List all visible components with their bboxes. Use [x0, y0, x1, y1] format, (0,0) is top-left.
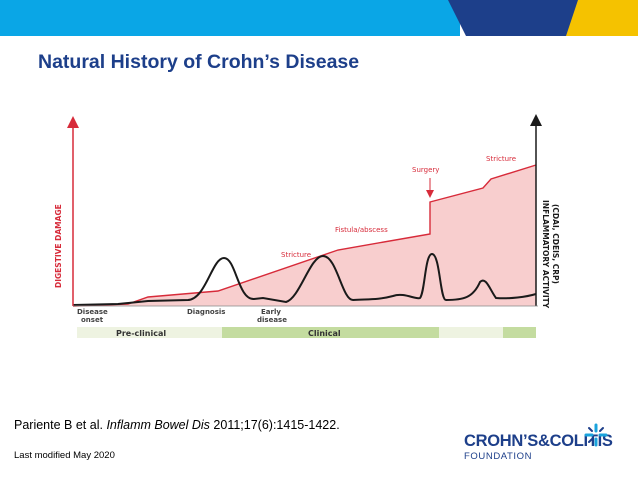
left-axis-label: DIGESTIVE DAMAGE: [54, 204, 63, 288]
foundation-logo: CROHN’S&COLITIS FOUNDATION: [464, 422, 614, 468]
banner-navy-band: [448, 0, 580, 36]
logo-wordmark: CROHN’S&COLITIS: [464, 432, 613, 450]
phase-label-clinical: Clinical: [308, 329, 341, 338]
phase-label-preclinical: Pre-clinical: [116, 329, 166, 338]
timeline-early-disease-2: disease: [257, 316, 287, 324]
citation-journal: Inflamm Bowel Dis: [106, 418, 210, 432]
logo-subtitle: FOUNDATION: [464, 451, 533, 462]
timeline-disease-onset-2: onset: [81, 316, 104, 324]
snowflake-cross-icon: [584, 423, 608, 447]
right-axis-label-2: (CDAI, CDEIS, CRP): [551, 204, 560, 284]
citation-author: Pariente B et al.: [14, 418, 103, 432]
phase-bar-gap: [439, 327, 503, 338]
natural-history-diagram: DIGESTIVE DAMAGE INFLAMMATORY ACTIVITY (…: [54, 114, 560, 338]
phase-bar-end: [503, 327, 536, 338]
timeline-early-disease-1: Early: [261, 308, 281, 316]
banner-blue-band: [0, 0, 460, 36]
event-stricture-top: Stricture: [486, 155, 516, 163]
digestive-damage-line: [72, 164, 537, 307]
event-surgery: Surgery: [412, 166, 439, 174]
timeline-diagnosis: Diagnosis: [187, 308, 225, 316]
timeline-disease-onset-1: Disease: [77, 308, 108, 316]
top-banner: [0, 0, 638, 36]
event-stricture-mid: Stricture: [281, 251, 311, 259]
last-modified: Last modified May 2020: [14, 450, 115, 461]
event-fistula-abscess: Fistula/abscess: [335, 226, 388, 234]
phase-bar-preclinical: [77, 327, 222, 338]
phase-bar-clinical: [222, 327, 439, 338]
right-axis-label-1: INFLAMMATORY ACTIVITY: [541, 200, 550, 309]
banner-yellow-band: [566, 0, 638, 36]
inflammatory-activity-curve: [72, 252, 537, 306]
citation: Pariente B et al. Inflamm Bowel Dis 2011…: [14, 418, 340, 432]
slide-title: Natural History of Crohn’s Disease: [38, 51, 360, 73]
digestive-damage-area: [73, 165, 536, 306]
citation-reference: 2011;17(6):1415-1422.: [213, 418, 340, 432]
